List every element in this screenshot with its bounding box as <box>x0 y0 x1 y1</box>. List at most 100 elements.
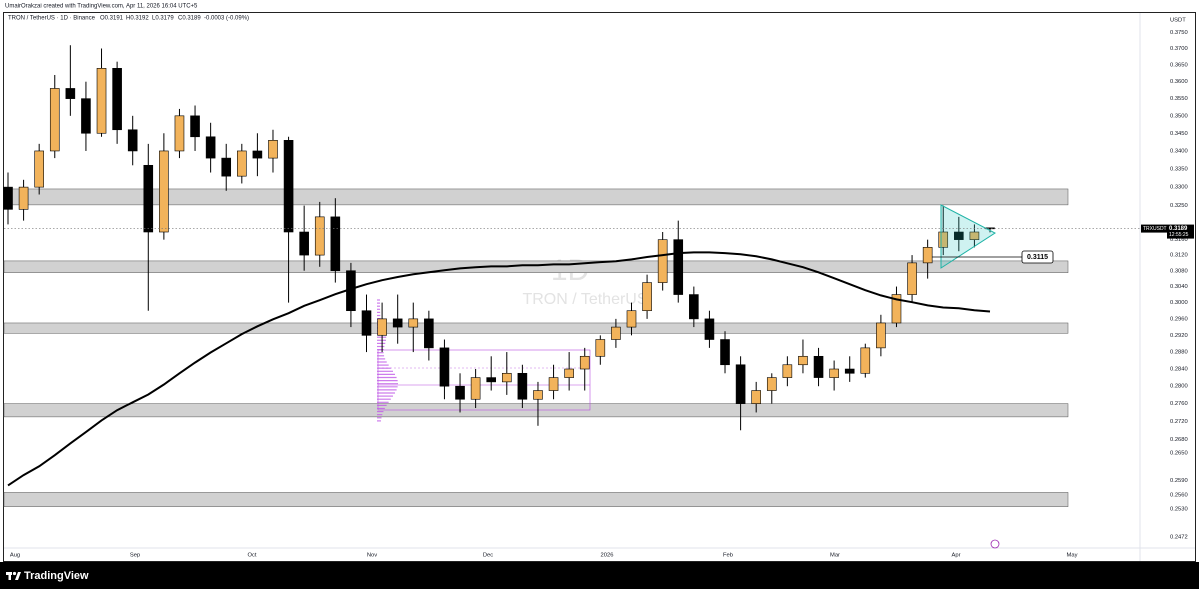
price-tag: TRXUSDT <box>1143 226 1167 232</box>
candle-body <box>81 98 91 134</box>
candle-body <box>657 239 668 283</box>
candle-body <box>190 115 200 138</box>
last-price-label: 0.3189 <box>1169 226 1188 232</box>
candle-body <box>533 390 543 400</box>
x-tick-label: Oct <box>247 553 256 559</box>
price-axis: 0.3750 0.3700 0.3650 0.3600 0.3550 0.3500 0.34… <box>1141 30 1194 541</box>
moving-average <box>7 251 991 487</box>
candle-body <box>205 136 216 159</box>
logo-mark <box>15 572 21 580</box>
candles <box>3 45 995 431</box>
x-tick-label: Dec <box>483 553 493 559</box>
candle-body <box>49 88 60 152</box>
candle-body <box>330 216 341 272</box>
candle-body <box>829 368 839 378</box>
event-icon <box>990 539 1000 549</box>
candle-body <box>766 377 777 391</box>
candle-body <box>720 339 730 366</box>
change-label: -0.0003 (-0.09%) <box>204 16 249 22</box>
axis-unit: USDT <box>1170 18 1186 24</box>
candle-body <box>751 390 761 404</box>
candle-body <box>798 355 808 366</box>
candle-body <box>548 377 559 391</box>
y-tick-label: 0.2880 <box>1170 350 1188 356</box>
y-tick-label: 0.2560 <box>1170 492 1188 498</box>
triangle-pattern <box>940 204 996 269</box>
candle-body <box>392 318 403 328</box>
candle-body <box>159 150 169 233</box>
chart-frame <box>3 12 1196 562</box>
symbol: TRON / TetherUS · 1D · Binance <box>8 16 96 22</box>
candle-body <box>439 347 450 387</box>
ohlc-label: L0.3179 <box>152 16 174 22</box>
x-tick-label: Feb <box>723 553 733 559</box>
y-tick-label: 0.2960 <box>1170 316 1188 322</box>
x-tick-label: Mar <box>830 553 840 559</box>
y-tick-label: 0.2920 <box>1170 333 1188 339</box>
y-tick-label: 0.2530 <box>1170 507 1188 513</box>
symbol-legend: TRON / TetherUS · 1D · Binance O0.3191 H0… <box>8 16 249 22</box>
y-tick-label: 0.2680 <box>1170 437 1188 443</box>
y-tick-label: 0.3250 <box>1170 203 1188 209</box>
y-tick-label: 0.3300 <box>1170 185 1188 191</box>
y-tick-label: 0.3500 <box>1170 113 1188 119</box>
candle-body <box>221 157 232 177</box>
candle-body <box>954 231 964 240</box>
y-tick-label: 0.3700 <box>1170 46 1188 52</box>
candle-body <box>112 68 122 131</box>
candle-body <box>626 310 637 328</box>
x-tick-label: Sep <box>130 553 140 559</box>
y-tick-label: 0.3650 <box>1170 63 1188 69</box>
y-tick-label: 0.3750 <box>1170 30 1188 36</box>
y-tick-label: 0.3350 <box>1170 166 1188 172</box>
candle-body <box>268 140 278 159</box>
candle-body <box>252 150 263 159</box>
y-tick-label: 0.2650 <box>1170 450 1188 456</box>
candle-body <box>642 282 652 312</box>
candle-body <box>314 216 325 256</box>
candle-body <box>907 262 917 295</box>
y-tick-label: 0.3120 <box>1170 253 1188 259</box>
candle-body <box>844 368 855 374</box>
y-tick-label: 0.2590 <box>1170 478 1188 484</box>
ohlc-label: H0.3192 <box>126 16 149 22</box>
candle-body <box>813 355 824 378</box>
y-tick-label: 0.3400 <box>1170 148 1188 154</box>
x-tick-label: Aug <box>10 553 20 559</box>
candle-body <box>876 322 886 349</box>
watermark-symbol: TRON / TetherUS <box>522 291 647 308</box>
x-tick-label: 2026 <box>601 553 614 559</box>
header: UmairOrakzai created with TradingView.co… <box>5 4 198 10</box>
y-tick-label: 0.3040 <box>1170 284 1188 290</box>
candle-body <box>579 355 590 370</box>
candle-body <box>470 377 481 400</box>
last-price-bg <box>1167 224 1194 239</box>
candle-body <box>127 129 138 152</box>
countdown: 12:55:25 <box>1169 232 1189 238</box>
y-tick-label: 0.2800 <box>1170 384 1188 390</box>
ohlc-label: C0.3189 <box>178 16 201 22</box>
footer-brand: TradingView <box>24 570 89 582</box>
candle-body <box>18 186 29 210</box>
candle-body <box>299 231 309 256</box>
logo-mark <box>8 572 11 580</box>
y-tick-label: 0.3600 <box>1170 79 1188 85</box>
candle-body <box>782 364 793 378</box>
x-tick-label: Apr <box>951 553 960 559</box>
logo-mark <box>12 571 17 576</box>
candle-body <box>408 318 419 328</box>
zone <box>3 492 1069 507</box>
candle-body <box>34 150 44 188</box>
candle-body <box>673 239 684 295</box>
price-tag-bg <box>1141 224 1167 233</box>
y-tick-label: 0.2720 <box>1170 419 1188 425</box>
y-tick-label: 0.2840 <box>1170 367 1188 373</box>
candle-body <box>938 231 949 248</box>
x-tick-label: May <box>1067 553 1078 559</box>
y-tick-label: 0.3550 <box>1170 96 1188 102</box>
candle-body <box>704 318 715 340</box>
volume-profile <box>377 299 591 422</box>
x-tick-label: Nov <box>367 553 377 559</box>
candle-body <box>860 347 871 374</box>
